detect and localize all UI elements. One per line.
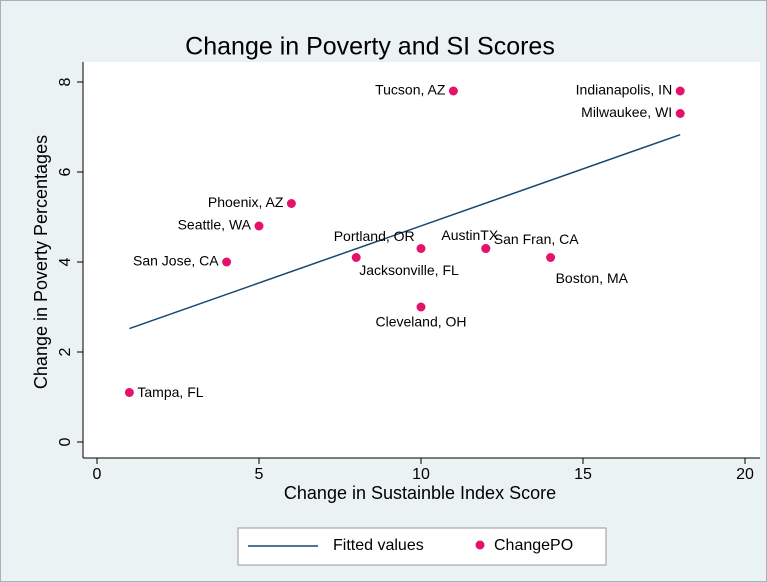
y-tick-label: 8 xyxy=(57,77,74,86)
point-label: Tampa, FL xyxy=(137,384,203,400)
point xyxy=(351,253,361,262)
x-tick-label: 15 xyxy=(574,466,592,483)
point xyxy=(481,244,491,253)
y-tick-label: 2 xyxy=(57,347,74,356)
point-label: Seattle, WA xyxy=(178,217,252,233)
x-axis-title: Change in Sustainble Index Score xyxy=(284,483,556,503)
point xyxy=(286,199,296,208)
point-label: Cleveland, OH xyxy=(375,314,466,330)
legend-marker xyxy=(475,540,485,550)
point xyxy=(416,244,426,253)
legend-label: ChangePO xyxy=(494,537,573,554)
point-label: Milwaukee, WI xyxy=(581,104,672,120)
point-label: Jacksonville, FL xyxy=(359,262,459,278)
y-tick-label: 0 xyxy=(57,437,74,446)
point xyxy=(124,388,134,397)
point-label: San Fran, CA xyxy=(494,231,579,247)
point xyxy=(675,86,685,96)
point xyxy=(546,253,556,262)
point-label: Phoenix, AZ xyxy=(208,194,284,210)
point xyxy=(416,302,426,312)
point xyxy=(675,109,685,118)
y-tick-label: 6 xyxy=(57,167,74,176)
x-tick-label: 10 xyxy=(412,466,430,483)
point-label: Indianapolis, IN xyxy=(576,82,673,98)
point xyxy=(254,221,264,231)
x-tick-label: 0 xyxy=(93,466,102,483)
y-axis-title: Change in Poverty Percentages xyxy=(31,135,51,389)
fit-line xyxy=(129,133,681,330)
chart-title: Change in Poverty and SI Scores xyxy=(185,33,555,61)
x-tick-label: 20 xyxy=(736,466,754,483)
point-label: AustinTX xyxy=(441,227,498,243)
plot-region xyxy=(83,62,760,458)
point xyxy=(448,86,458,96)
point-label: Portland, OR xyxy=(334,228,415,244)
y-tick-label: 4 xyxy=(57,257,74,266)
point-label: Tucson, AZ xyxy=(375,82,446,98)
x-tick-label: 5 xyxy=(255,466,264,483)
legend-label: Fitted values xyxy=(333,537,424,554)
point-label: San Jose, CA xyxy=(133,253,219,269)
point-label: Boston, MA xyxy=(556,270,629,286)
point xyxy=(222,257,232,267)
